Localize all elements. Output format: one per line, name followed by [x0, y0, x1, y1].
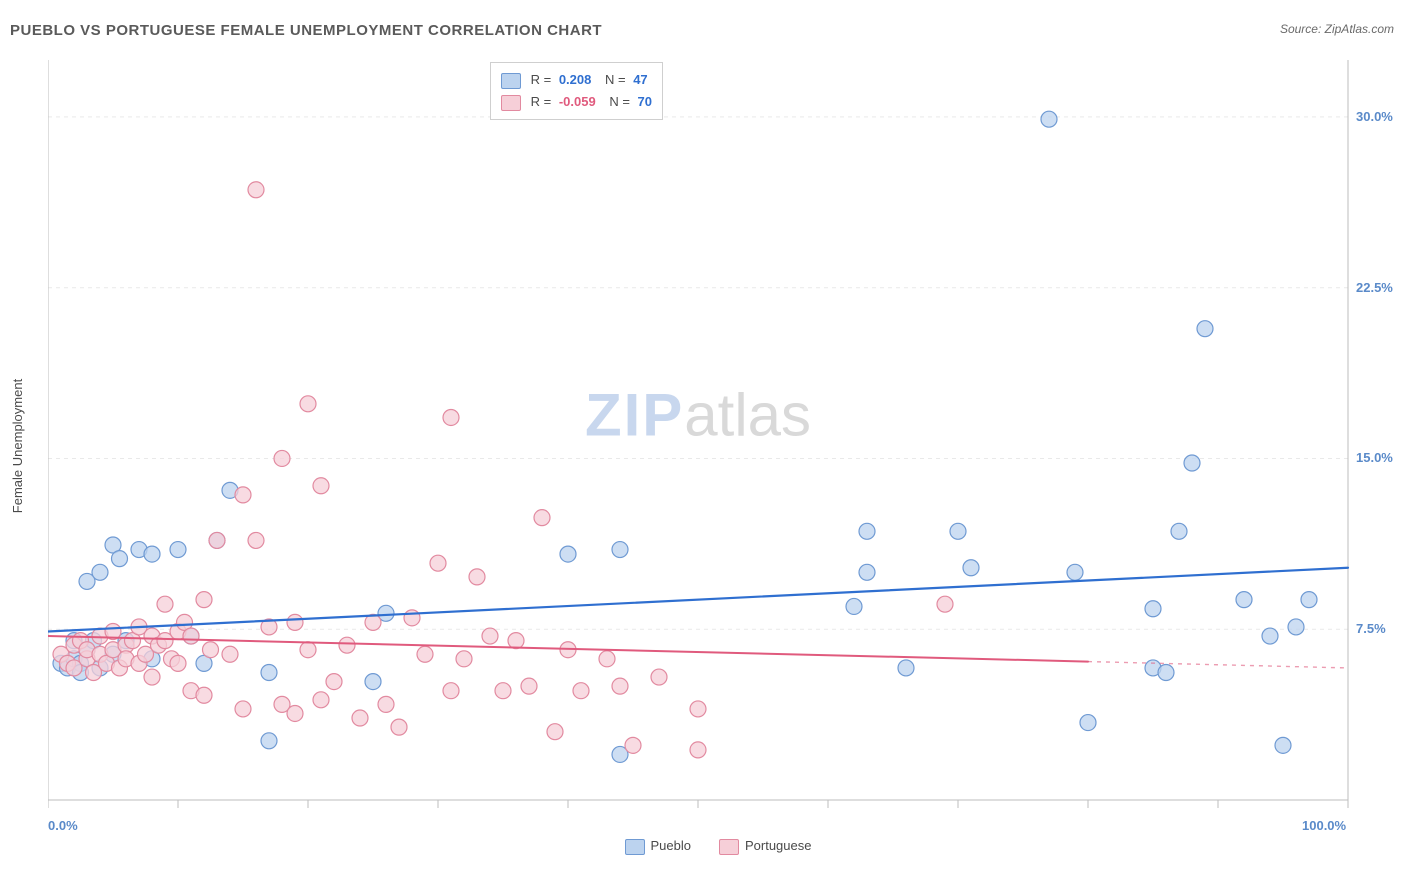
legend-swatch-icon — [625, 839, 645, 855]
legend-corr-row-pueblo: R = 0.208 N = 47 — [501, 69, 652, 91]
legend-r-value: 0.208 — [555, 72, 602, 87]
y-tick-label: 30.0% — [1356, 109, 1406, 124]
legend-item-portuguese: Portuguese — [719, 838, 812, 855]
y-tick-label: 15.0% — [1356, 450, 1406, 465]
legend-r-label: R = — [527, 94, 555, 109]
legend-r-value: -0.059 — [555, 94, 606, 109]
legend-correlation-box: R = 0.208 N = 47 R = -0.059 N = 70 — [490, 62, 663, 120]
legend-swatch-icon — [501, 73, 521, 89]
scatter-plot — [48, 60, 1388, 830]
legend-label: Pueblo — [651, 838, 691, 853]
legend-n-label: N = — [606, 94, 634, 109]
legend-n-value: 47 — [629, 72, 647, 87]
x-tick-label: 100.0% — [1302, 818, 1346, 833]
legend-label: Portuguese — [745, 838, 812, 853]
y-tick-label: 7.5% — [1356, 621, 1406, 636]
chart-title: PUEBLO VS PORTUGUESE FEMALE UNEMPLOYMENT… — [10, 22, 602, 39]
legend-corr-row-portuguese: R = -0.059 N = 70 — [501, 91, 652, 113]
legend-n-label: N = — [601, 72, 629, 87]
y-tick-label: 22.5% — [1356, 280, 1406, 295]
y-axis-label: Female Unemployment — [10, 0, 40, 892]
x-tick-label: 0.0% — [48, 818, 78, 833]
legend-bottom: Pueblo Portuguese — [48, 838, 1388, 855]
source-credit: Source: ZipAtlas.com — [1280, 22, 1394, 36]
legend-swatch-icon — [501, 95, 521, 111]
legend-item-pueblo: Pueblo — [625, 838, 691, 855]
legend-n-value: 70 — [634, 94, 652, 109]
legend-r-label: R = — [527, 72, 555, 87]
legend-swatch-icon — [719, 839, 739, 855]
